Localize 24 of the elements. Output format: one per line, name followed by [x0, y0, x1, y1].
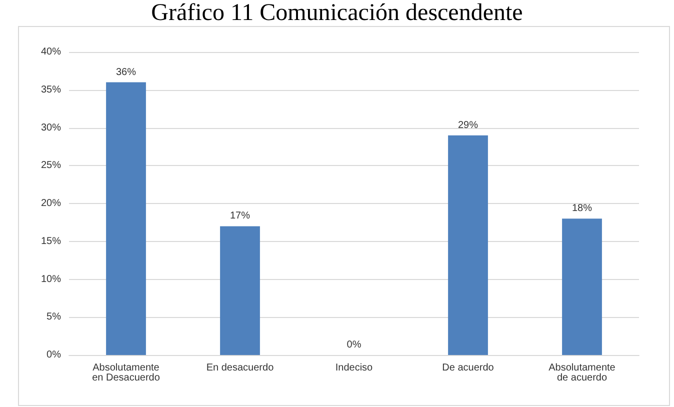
x-tick-label: Absolutamente de acuerdo — [548, 362, 616, 384]
x-tick-label: De acuerdo — [442, 362, 494, 374]
y-tick-label: 5% — [46, 312, 62, 323]
bar — [448, 135, 488, 355]
y-tick-label: 10% — [40, 274, 62, 285]
x-tick-label: Absolutamente en Desacuerdo — [92, 362, 160, 384]
data-label: 17% — [230, 210, 250, 222]
chart-title: Gráfico 11 Comunicación descendente — [150, 0, 524, 26]
y-tick-label: 35% — [40, 84, 62, 96]
y-tick-label: 0% — [46, 350, 62, 360]
y-tick-label: 25% — [40, 160, 62, 172]
y-tick-label: 20% — [40, 198, 62, 209]
data-label: 36% — [116, 66, 136, 78]
y-tick-label: 30% — [40, 122, 62, 134]
data-label: 18% — [572, 203, 592, 214]
bar — [106, 82, 146, 355]
bar — [220, 226, 260, 355]
y-tick-label: 15% — [40, 236, 62, 247]
bar — [562, 218, 602, 355]
data-label: 29% — [458, 120, 478, 131]
data-label: 0% — [346, 340, 362, 350]
x-tick-label: Indeciso — [335, 362, 374, 374]
y-tick-label: 40% — [40, 46, 62, 58]
x-tick-label: En desacuerdo — [206, 362, 274, 374]
